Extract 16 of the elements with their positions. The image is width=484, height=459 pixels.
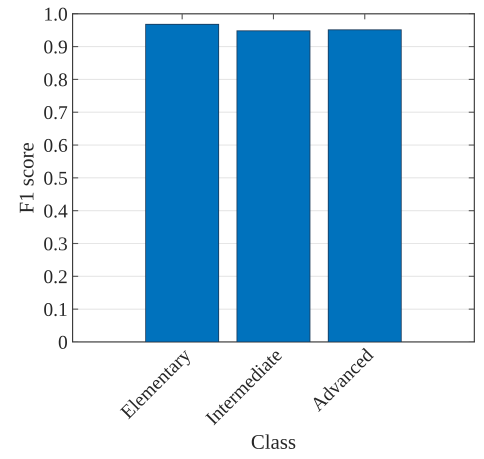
y-tick-label: 0.4	[44, 204, 68, 218]
y-axis-title: F1 score	[20, 143, 34, 213]
y-tick-label: 1.0	[45, 8, 67, 21]
y-tick-label: 0.2	[44, 270, 67, 284]
bar	[236, 30, 310, 342]
y-tick-label: 0.3	[44, 237, 67, 251]
y-tick-label: 0.5	[44, 172, 67, 185]
y-tick-label: 0	[58, 336, 67, 349]
y-tick-label: 0.6	[44, 138, 68, 152]
x-axis-title: Class	[252, 434, 296, 449]
bar	[145, 24, 220, 342]
bar	[328, 29, 402, 342]
y-tick-label: 0.9	[44, 40, 67, 54]
y-tick-label: 0.7	[44, 106, 68, 120]
y-tick-label: 0.1	[44, 302, 67, 316]
y-tick-label: 0.8	[44, 73, 67, 86]
